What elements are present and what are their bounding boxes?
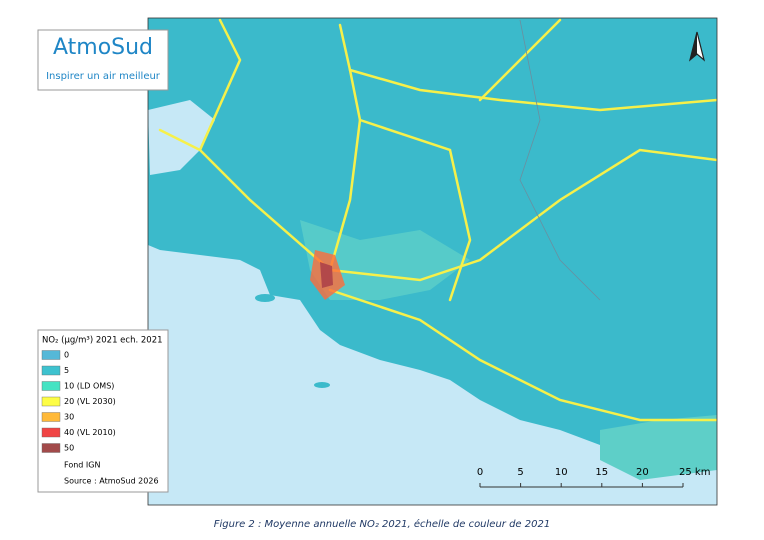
roads	[158, 18, 717, 422]
legend-label: 20 (VL 2030)	[64, 397, 116, 406]
legend-swatch	[41, 412, 61, 422]
scale-label: 25 km	[679, 467, 710, 478]
legend-swatch	[41, 396, 61, 407]
logo-box	[37, 29, 169, 91]
legend-swatch	[41, 350, 61, 360]
logo-name: AtmoSud	[53, 35, 153, 60]
legend-label: 10 (LD OMS)	[64, 382, 114, 391]
caption: Figure 2 : Moyenne annuelle NO₂ 2021, éc…	[214, 518, 550, 530]
legend-items: 0 5 10 (LD OMS) 20 (VL 2030) 30 40 (VL 2010) 5…	[41, 350, 159, 486]
legend-note: Source : AtmoSud 2026	[64, 477, 159, 486]
scale-label: 5	[517, 467, 523, 478]
legend-title: NO₂ (µg/m³) 2021 ech. 2021	[42, 336, 163, 346]
legend-note: Fond IGN	[64, 461, 100, 470]
scale-label: 20	[636, 467, 649, 478]
legend-swatch	[41, 427, 61, 438]
legend-swatch	[41, 381, 61, 391]
scale-label: 10	[555, 467, 568, 478]
logo-tagline: Inspirer un air meilleur	[46, 71, 161, 82]
legend-swatch	[41, 365, 61, 376]
map	[148, 18, 717, 505]
scale-label: 15	[595, 467, 608, 478]
legend-label: 5	[64, 366, 69, 375]
legend-label: 30	[64, 413, 74, 422]
legend-label: 0	[64, 351, 69, 360]
legend-label: 50	[64, 444, 74, 453]
scale-label: 0	[477, 467, 483, 478]
legend-label: 40 (VL 2010)	[64, 428, 116, 437]
legend-swatch	[41, 443, 61, 453]
scale-bar: 0 5 10 15 20 25 km	[477, 467, 710, 488]
